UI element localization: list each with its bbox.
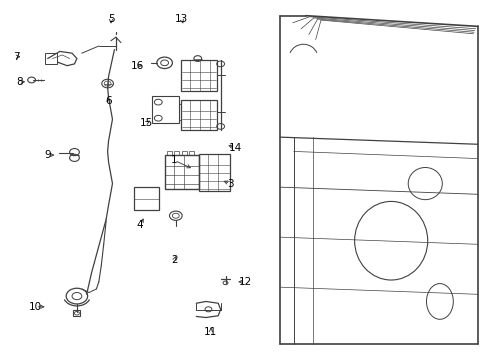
Text: 3: 3 [227, 179, 234, 189]
Text: 8: 8 [17, 77, 23, 87]
Text: 1: 1 [171, 156, 178, 165]
Text: 15: 15 [140, 118, 153, 128]
Bar [152, 96, 179, 123]
Bar [45, 53, 57, 64]
Text: 10: 10 [29, 302, 42, 312]
Bar [74, 310, 80, 316]
Text: 4: 4 [137, 220, 144, 230]
Bar [181, 60, 217, 91]
Bar [199, 154, 230, 192]
Bar [189, 151, 194, 155]
Text: 16: 16 [131, 61, 145, 71]
Bar [182, 151, 187, 155]
Bar [165, 155, 199, 189]
Bar [134, 187, 159, 210]
Text: 2: 2 [171, 255, 178, 265]
Text: 9: 9 [45, 150, 51, 160]
Text: 5: 5 [108, 14, 114, 24]
Text: 6: 6 [105, 96, 112, 107]
Text: 13: 13 [175, 14, 188, 24]
Text: 14: 14 [229, 143, 242, 153]
Bar [181, 100, 217, 130]
Text: 7: 7 [13, 52, 19, 62]
Text: 12: 12 [238, 277, 252, 287]
Bar [167, 151, 172, 155]
Text: 11: 11 [204, 327, 218, 337]
Bar [174, 151, 179, 155]
